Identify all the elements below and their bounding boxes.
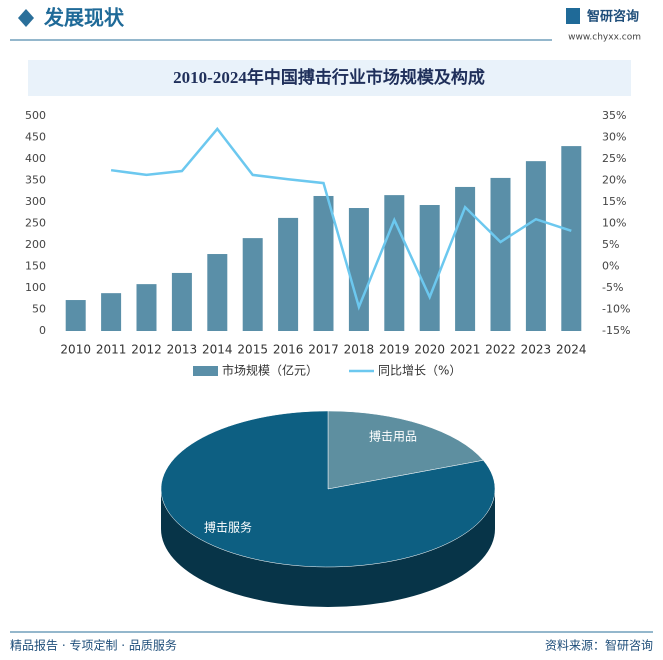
pie-label: 搏击用品 xyxy=(369,430,417,444)
y2-tick-label: 10% xyxy=(602,217,626,230)
y2-tick-label: -15% xyxy=(602,324,630,337)
pie-side xyxy=(161,489,495,607)
bar xyxy=(419,205,440,331)
bar xyxy=(490,177,511,331)
bar xyxy=(171,272,192,331)
x-tick-label: 2023 xyxy=(521,343,552,357)
footer-left: 精品报告 · 专项定制 · 品质服务 xyxy=(10,638,177,653)
line xyxy=(110,126,572,311)
y2-tick-label: 15% xyxy=(602,195,626,208)
bar xyxy=(561,146,582,331)
bar xyxy=(65,300,86,331)
y-tick-label: 50 xyxy=(32,303,46,316)
bar xyxy=(242,238,263,331)
y-tick-label: 150 xyxy=(25,260,46,273)
x-tick-label: 2011 xyxy=(96,343,127,357)
y-tick-label: 500 xyxy=(25,109,46,122)
x-tick-label: 2022 xyxy=(485,343,516,357)
y-tick-label: 200 xyxy=(25,238,46,251)
logo-icon xyxy=(566,8,580,24)
x-tick-label: 2021 xyxy=(450,343,481,357)
header-title: 发展现状 xyxy=(43,6,125,30)
pie-label: 搏击服务 xyxy=(204,520,252,535)
y-tick-label: 400 xyxy=(25,152,46,165)
y-tick-label: 300 xyxy=(25,195,46,208)
x-tick-label: 2017 xyxy=(308,343,339,357)
x-tick-label: 2019 xyxy=(379,343,410,357)
x-tick-label: 2018 xyxy=(344,343,375,357)
y-tick-label: 250 xyxy=(25,217,46,230)
y2-tick-label: 5% xyxy=(602,238,619,251)
x-tick-label: 2015 xyxy=(237,343,268,357)
y2-tick-label: 20% xyxy=(602,174,626,187)
bar xyxy=(207,254,228,331)
logo-text: 智研咨询 xyxy=(587,9,639,25)
bar xyxy=(313,195,334,331)
bar xyxy=(278,217,299,331)
title-band xyxy=(28,60,631,96)
x-tick-label: 2014 xyxy=(202,343,233,357)
y2-tick-label: 0% xyxy=(602,260,619,273)
y-tick-label: 100 xyxy=(25,281,46,294)
legend-label: 同比增长（%） xyxy=(378,364,461,378)
footer-right: 资料来源：智研咨询 xyxy=(545,638,653,653)
header-icon xyxy=(18,9,34,27)
y2-tick-label: 35% xyxy=(602,109,626,122)
bar xyxy=(136,284,157,331)
legend-swatch xyxy=(193,366,218,376)
y-tick-label: 0 xyxy=(39,324,46,337)
y-tick-label: 450 xyxy=(25,131,46,144)
pie-slice xyxy=(160,410,496,568)
bar xyxy=(101,293,122,331)
legend-label: 市场规模（亿元） xyxy=(222,363,318,378)
logo-url: www.chyxx.com xyxy=(568,33,641,43)
y2-tick-label: -5% xyxy=(602,281,623,294)
y2-tick-label: 30% xyxy=(602,131,626,144)
bar xyxy=(525,161,546,331)
y2-tick-label: -10% xyxy=(602,303,630,316)
x-tick-label: 2020 xyxy=(414,343,445,357)
x-tick-label: 2024 xyxy=(556,343,587,357)
x-tick-label: 2010 xyxy=(60,343,91,357)
pie-slice xyxy=(327,410,484,490)
chart-title: 2010-2024年中国搏击行业市场规模及构成 xyxy=(173,67,485,87)
y2-tick-label: 25% xyxy=(602,152,626,165)
bar xyxy=(384,195,405,331)
x-tick-label: 2016 xyxy=(273,343,304,357)
bar xyxy=(348,208,369,331)
x-tick-label: 2013 xyxy=(167,343,198,357)
y-tick-label: 350 xyxy=(25,174,46,187)
x-tick-label: 2012 xyxy=(131,343,162,357)
